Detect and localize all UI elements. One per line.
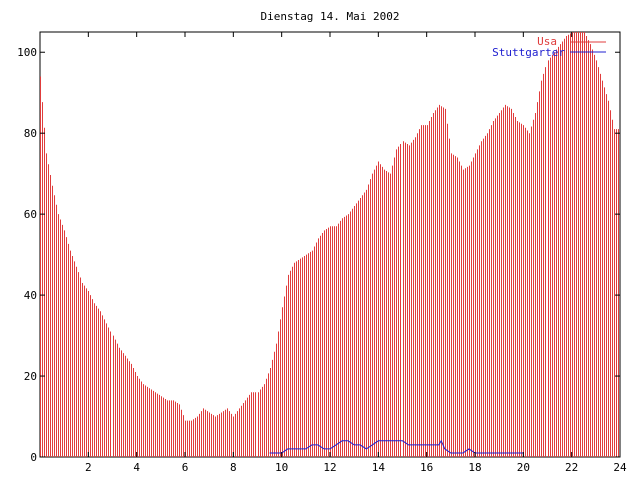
x-tick-label: 2 xyxy=(85,461,92,474)
x-tick-label: 6 xyxy=(182,461,189,474)
x-tick-label: 12 xyxy=(323,461,336,474)
x-tick-label: 4 xyxy=(133,461,140,474)
legend: Usa Stuttgarter xyxy=(492,35,606,59)
y-tick-label: 20 xyxy=(24,370,37,383)
y-tick-label: 80 xyxy=(24,127,37,140)
x-tick-label: 20 xyxy=(517,461,530,474)
legend-label-stuttgarter: Stuttgarter xyxy=(492,46,565,59)
x-tick-label: 16 xyxy=(420,461,433,474)
legend-label-usa: Usa xyxy=(537,35,557,48)
y-tick-label: 40 xyxy=(24,289,37,302)
y-tick-label: 100 xyxy=(17,46,37,59)
x-tick-label: 10 xyxy=(275,461,288,474)
x-tick-label: 24 xyxy=(613,461,627,474)
x-tick-label: 18 xyxy=(468,461,481,474)
stuttgarter-series-line xyxy=(269,439,524,454)
y-tick-label: 60 xyxy=(24,208,37,221)
usa-series xyxy=(40,32,619,457)
y-tick-label: 0 xyxy=(30,451,37,464)
x-tick-label: 14 xyxy=(372,461,386,474)
x-tick-label: 22 xyxy=(565,461,578,474)
x-tick-label: 8 xyxy=(230,461,237,474)
chart-title: Dienstag 14. Mai 2002 xyxy=(260,10,399,23)
